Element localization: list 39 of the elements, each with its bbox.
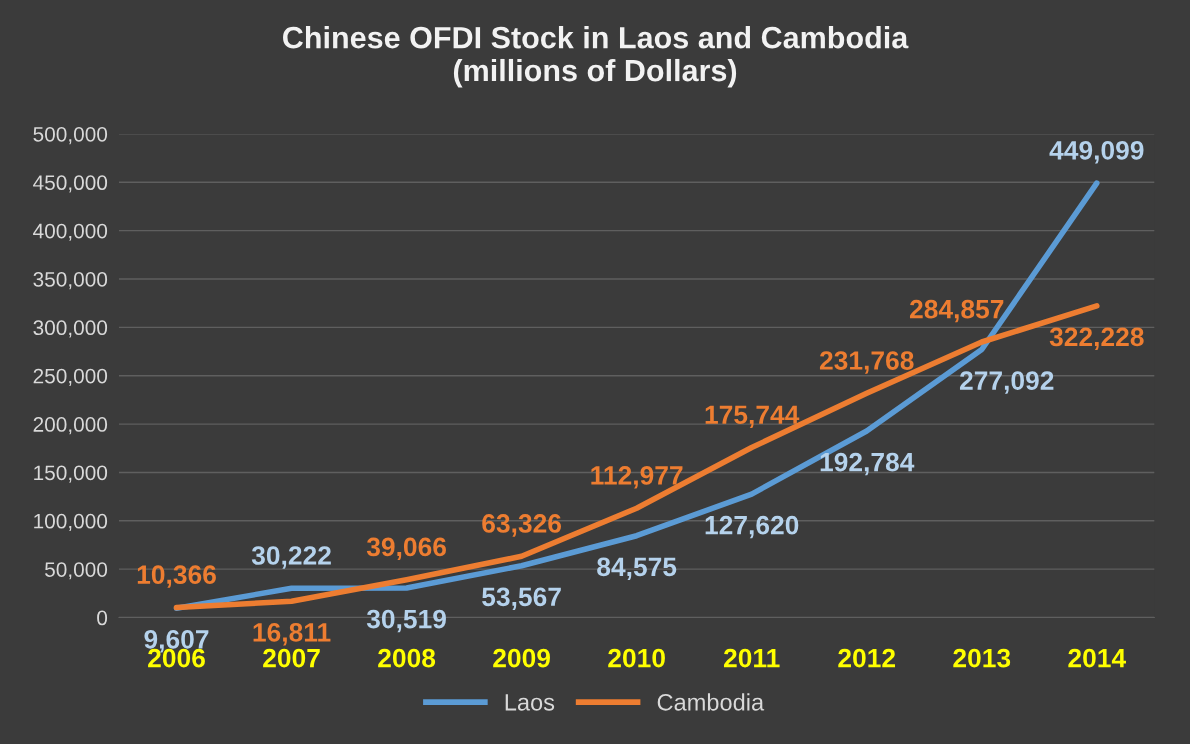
y-tick-label: 50,000 xyxy=(45,562,108,580)
data-label: 231,768 xyxy=(819,351,914,374)
x-tick-label: 2007 xyxy=(263,648,320,668)
x-tick-label: 2008 xyxy=(378,648,436,668)
data-label: 449,099 xyxy=(1049,140,1144,164)
y-tick-label: 450,000 xyxy=(33,175,108,193)
x-tick-label: 2011 xyxy=(723,648,780,668)
data-label: 53,567 xyxy=(482,587,561,610)
data-label: 192,784 xyxy=(820,452,915,476)
data-label: 16,811 xyxy=(253,622,331,646)
x-tick-label: 2012 xyxy=(838,648,896,668)
y-tick-label: 350,000 xyxy=(33,272,108,290)
legend-label: Cambodia xyxy=(657,693,765,711)
data-label: 284,857 xyxy=(909,299,1004,323)
legend-label: Laos xyxy=(505,694,555,711)
data-label: 322,228 xyxy=(1049,327,1144,351)
x-tick-label: 2010 xyxy=(608,648,665,668)
y-tick-label: 500,000 xyxy=(33,126,108,145)
y-tick-label: 300,000 xyxy=(33,320,108,338)
data-label: 39,066 xyxy=(366,537,446,561)
y-tick-label: 400,000 xyxy=(33,223,108,241)
x-tick-label: 2009 xyxy=(493,648,550,668)
data-label: 277,092 xyxy=(959,371,1054,394)
y-tick-label: 150,000 xyxy=(34,465,108,483)
x-tick-label: 2013 xyxy=(953,648,1011,668)
data-label: 63,326 xyxy=(482,514,562,537)
y-tick-label: 100,000 xyxy=(34,513,108,532)
x-tick-label: 2014 xyxy=(1068,648,1126,668)
data-label: 175,744 xyxy=(705,405,800,428)
data-label: 30,519 xyxy=(366,609,446,633)
data-label: 112,977 xyxy=(591,466,683,489)
y-tick-label: 250,000 xyxy=(33,368,108,386)
data-label: 84,575 xyxy=(597,557,677,580)
y-tick-label: 0 xyxy=(97,610,108,626)
y-tick-label: 200,000 xyxy=(33,417,108,435)
data-label: 127,620 xyxy=(705,515,799,539)
data-label: 30,222 xyxy=(251,546,331,569)
data-label: 10,366 xyxy=(137,565,216,588)
chart-title: Chinese OFDI Stock in Laos and Cambodia (millions of Dollars) xyxy=(283,26,909,88)
